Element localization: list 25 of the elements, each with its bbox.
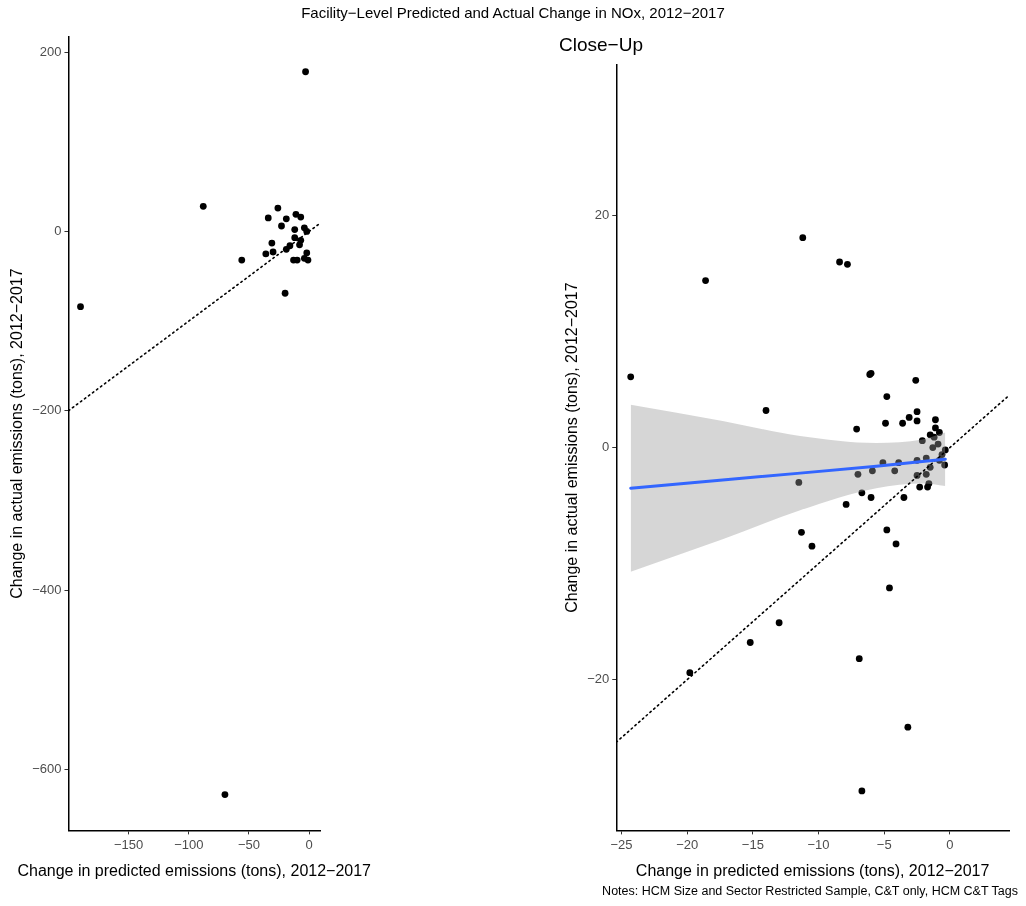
- x-tick-label: −100: [174, 836, 204, 852]
- x-axis-title: Change in predicted emissions (tons), 2012−2017: [17, 862, 372, 880]
- y-tick-label: 20: [594, 207, 610, 223]
- x-tick-label: 0: [946, 836, 954, 852]
- x-tick-label: 0: [305, 836, 313, 852]
- x-tick-label: −25: [610, 836, 633, 852]
- y-axis-title: Change in actual emissions (tons), 2012−2017: [563, 282, 581, 613]
- x-tick-label: −20: [676, 836, 699, 852]
- x-tick-label: −5: [876, 836, 892, 852]
- x-axis-title: Change in predicted emissions (tons), 2012−2017: [635, 862, 990, 880]
- y-tick-label: 200: [39, 43, 62, 59]
- y-tick-label: −600: [32, 761, 62, 776]
- text: Notes: HCM Size and Sector Restricted Sample, C&T only, HCM C&T Tags: [602, 884, 1018, 898]
- x-tick-label: −10: [807, 836, 830, 852]
- y-axis-title: Change in actual emissions (tons), 2012−2017: [8, 268, 26, 599]
- y-tick-label: 0: [602, 439, 610, 455]
- chart-title: Close−Up: [559, 33, 643, 55]
- y-tick-label: 0: [54, 222, 62, 238]
- y-tick-label: −400: [32, 581, 62, 597]
- x-tick-label: −150: [114, 836, 144, 852]
- text: Facility−Level Predicted and Actual Change in NOx, 2012−2017: [300, 4, 726, 21]
- y-tick-label: −20: [587, 671, 610, 687]
- y-tick-label: −200: [32, 402, 62, 418]
- x-tick-label: −15: [741, 836, 764, 852]
- x-tick-label: −50: [237, 836, 261, 852]
